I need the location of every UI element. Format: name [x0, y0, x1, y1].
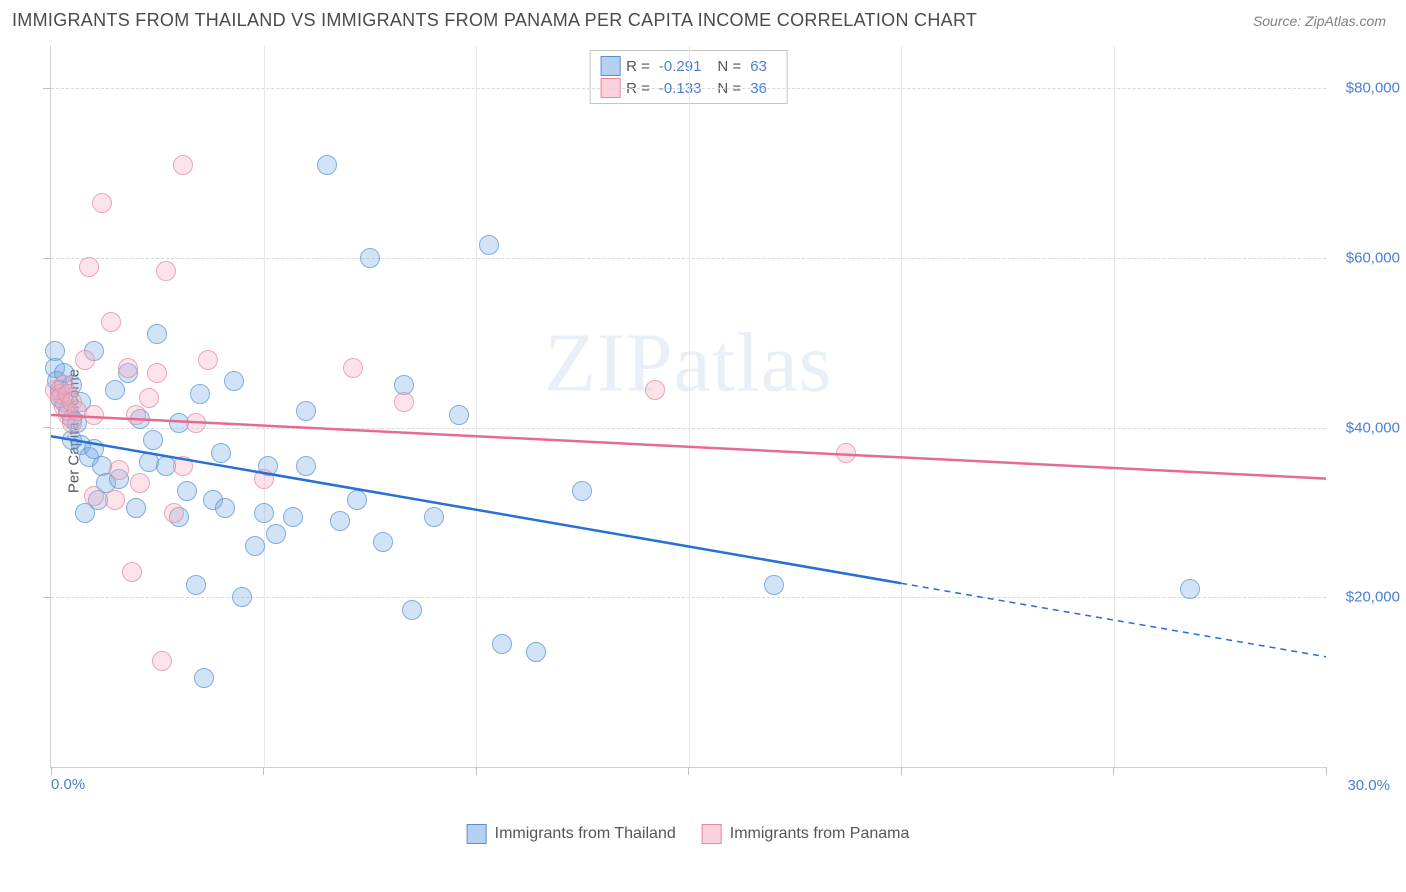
tick-mark — [43, 597, 51, 598]
y-tick-label: $40,000 — [1346, 419, 1400, 436]
data-point — [572, 481, 592, 501]
r-value-thailand: -0.291 — [659, 58, 702, 75]
data-point — [283, 507, 303, 527]
data-point — [198, 350, 218, 370]
swatch-blue-icon — [600, 56, 620, 76]
data-point — [645, 380, 665, 400]
tick-mark — [1326, 767, 1327, 775]
legend-entry-thailand: Immigrants from Thailand — [467, 824, 676, 844]
data-point — [79, 257, 99, 277]
data-point — [130, 473, 150, 493]
data-point — [84, 405, 104, 425]
gridline-v — [901, 46, 902, 767]
data-point — [764, 575, 784, 595]
data-point — [296, 401, 316, 421]
data-point — [424, 507, 444, 527]
data-point — [1180, 579, 1200, 599]
data-point — [152, 651, 172, 671]
swatch-blue-icon — [467, 824, 487, 844]
data-point — [215, 498, 235, 518]
tick-mark — [263, 767, 264, 775]
chart-area: Per Capita Income R = -0.291 N = 63 R = … — [50, 46, 1326, 816]
source-credit: Source: ZipAtlas.com — [1253, 13, 1386, 29]
tick-mark — [688, 767, 689, 775]
data-point — [186, 575, 206, 595]
data-point — [164, 503, 184, 523]
data-point — [126, 498, 146, 518]
data-point — [449, 405, 469, 425]
data-point — [147, 324, 167, 344]
data-point — [122, 562, 142, 582]
tick-mark — [51, 767, 52, 775]
tick-mark — [43, 88, 51, 89]
data-point — [147, 363, 167, 383]
x-axis-max-label: 30.0% — [1347, 777, 1390, 794]
data-point — [343, 358, 363, 378]
data-point — [105, 380, 125, 400]
data-point — [194, 668, 214, 688]
tick-mark — [1113, 767, 1114, 775]
data-point — [232, 587, 252, 607]
data-point — [394, 392, 414, 412]
data-point — [177, 481, 197, 501]
data-point — [139, 388, 159, 408]
data-point — [254, 469, 274, 489]
data-point — [330, 511, 350, 531]
data-point — [92, 193, 112, 213]
swatch-pink-icon — [702, 824, 722, 844]
legend-series: Immigrants from Thailand Immigrants from… — [467, 824, 910, 844]
data-point — [143, 430, 163, 450]
tick-mark — [901, 767, 902, 775]
data-point — [75, 350, 95, 370]
data-point — [126, 405, 146, 425]
data-point — [84, 486, 104, 506]
data-point — [190, 384, 210, 404]
data-point — [224, 371, 244, 391]
data-point — [296, 456, 316, 476]
legend-entry-panama: Immigrants from Panama — [702, 824, 910, 844]
data-point — [836, 443, 856, 463]
data-point — [266, 524, 286, 544]
data-point — [373, 532, 393, 552]
data-point — [118, 358, 138, 378]
y-tick-label: $20,000 — [1346, 589, 1400, 606]
data-point — [156, 261, 176, 281]
data-point — [492, 634, 512, 654]
tick-mark — [43, 427, 51, 428]
gridline-v — [476, 46, 477, 767]
data-point — [109, 460, 129, 480]
data-point — [347, 490, 367, 510]
data-point — [101, 312, 121, 332]
data-point — [479, 235, 499, 255]
y-tick-label: $80,000 — [1346, 80, 1400, 97]
data-point — [105, 490, 125, 510]
data-point — [211, 443, 231, 463]
data-point — [526, 642, 546, 662]
legend-label-thailand: Immigrants from Thailand — [495, 825, 676, 843]
data-point — [317, 155, 337, 175]
x-axis-min-label: 0.0% — [51, 776, 85, 793]
data-point — [186, 413, 206, 433]
gridline-v — [689, 46, 690, 767]
legend-label-panama: Immigrants from Panama — [730, 825, 910, 843]
tick-mark — [476, 767, 477, 775]
data-point — [173, 456, 193, 476]
chart-title: IMMIGRANTS FROM THAILAND VS IMMIGRANTS F… — [12, 10, 977, 31]
data-point — [402, 600, 422, 620]
data-point — [173, 155, 193, 175]
plot-surface: R = -0.291 N = 63 R = -0.133 N = 36 ZIPa… — [50, 46, 1326, 768]
gridline-v — [1114, 46, 1115, 767]
data-point — [245, 536, 265, 556]
gridline-v — [264, 46, 265, 767]
data-point — [360, 248, 380, 268]
y-tick-label: $60,000 — [1346, 250, 1400, 267]
data-point — [254, 503, 274, 523]
n-value-thailand: 63 — [750, 58, 767, 75]
tick-mark — [43, 258, 51, 259]
